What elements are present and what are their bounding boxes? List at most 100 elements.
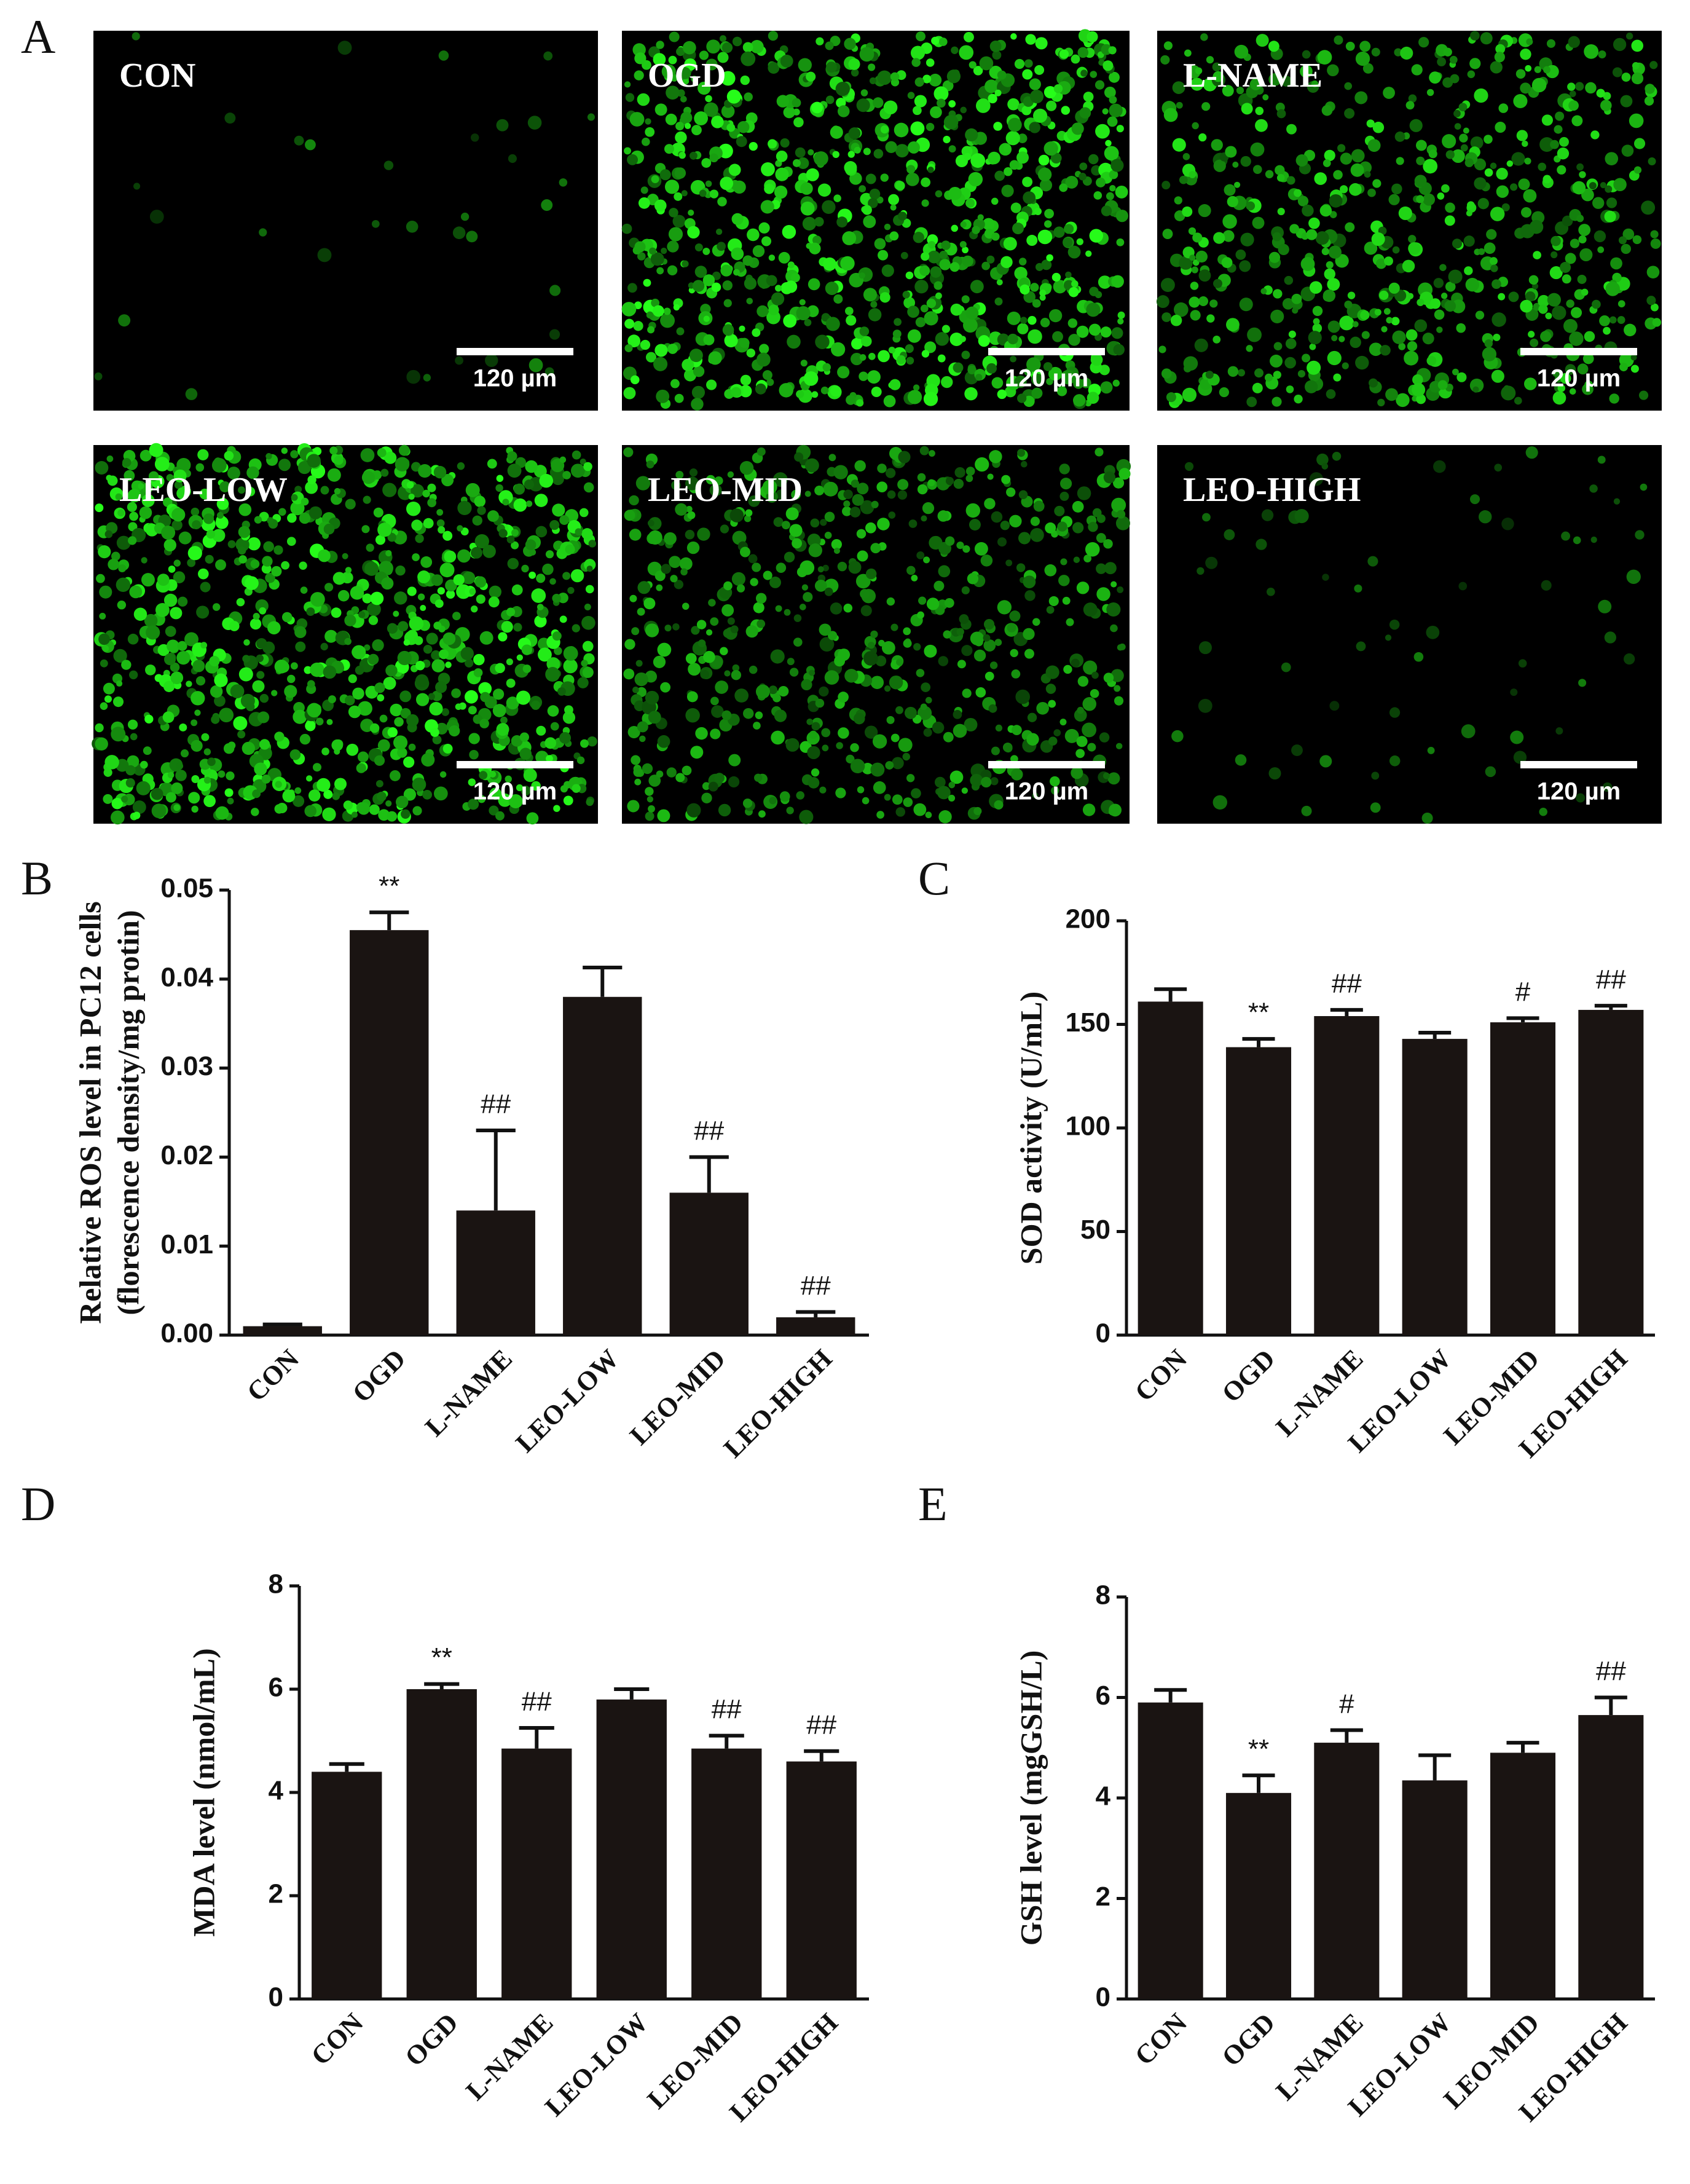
cell [1404,350,1419,366]
scale-bar-label: 120 µm [1537,778,1621,805]
cell [938,565,951,578]
cell [423,644,433,654]
cell [657,642,672,657]
cell [1480,32,1493,45]
cell [173,469,187,483]
cell [930,106,942,119]
y-tick-label: 0.05 [160,873,213,904]
cell [1400,46,1413,60]
cell [895,706,903,714]
cell [1264,373,1273,382]
cell [1581,188,1594,202]
cell [1568,36,1580,48]
cell [342,553,348,559]
cell [399,690,412,703]
cell [166,639,179,653]
cell [1188,227,1197,235]
cell [1300,65,1313,78]
cell [1206,56,1214,64]
cell [1578,224,1591,236]
cell [103,794,113,804]
cell [840,256,855,271]
cell [171,782,183,794]
micrograph-background [93,31,598,411]
cell [1392,330,1406,344]
cell [986,255,995,264]
cell [953,362,964,373]
cell [519,747,532,760]
cell [670,575,678,583]
cell [482,545,496,558]
cell [1051,786,1059,795]
cell [1072,501,1084,513]
cell [983,634,991,642]
cell [245,576,259,590]
cell [562,471,571,479]
cell [913,106,922,116]
cell [857,550,868,562]
y-tick-label: 4 [269,1776,284,1806]
cell [722,324,734,336]
cell [117,509,125,516]
cell [1650,239,1661,249]
cell [974,542,988,556]
cell [741,51,756,66]
cell [913,232,924,243]
cell [711,705,724,718]
cell [214,695,226,707]
significance-label: ## [806,1709,836,1740]
cell [941,325,950,333]
cell [1273,289,1283,299]
cell [1011,669,1021,679]
cell [1010,33,1017,40]
cell [1118,643,1126,650]
cell [133,183,141,190]
cell [929,73,942,87]
cell [149,210,164,224]
x-tick-label: OGD [1216,1344,1281,1409]
cell [1161,312,1172,322]
cell [822,744,829,752]
cell [522,664,532,673]
cell [1434,309,1445,320]
cell [1326,261,1334,269]
cell [526,812,539,825]
cell [549,578,556,585]
cell [1469,58,1481,69]
cell [1641,200,1656,215]
cell [1117,311,1125,319]
cell [755,593,767,604]
cell [197,449,209,460]
cell [714,476,723,486]
cell [420,556,433,568]
cell [621,302,637,317]
cell [852,494,864,506]
cell [238,503,252,516]
cell [587,113,595,121]
cell [1010,648,1018,658]
bar [406,1689,477,1999]
cell [752,245,765,258]
cell [1413,652,1424,662]
cell [857,483,869,495]
cell [825,282,839,295]
cell [418,464,432,478]
cell [988,93,997,104]
cell [1391,183,1402,195]
cell [133,811,141,819]
cell [921,515,927,522]
cell [287,513,297,523]
cell [1079,173,1087,181]
cell [863,651,878,666]
cell [1441,184,1450,193]
cell [1026,235,1038,246]
cell [104,695,112,703]
cell [720,647,728,656]
cell [1059,491,1069,501]
cell [717,197,727,207]
bar [669,1193,749,1335]
cell [549,329,560,340]
cell [1260,288,1267,294]
cell [127,755,140,768]
